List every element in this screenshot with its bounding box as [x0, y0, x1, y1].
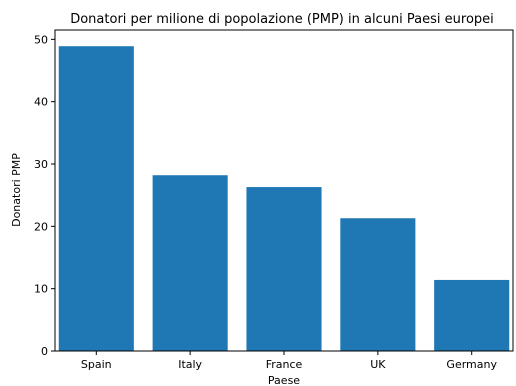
x-axis: Spain Italy France UK Germany	[81, 351, 497, 371]
y-tick-label: 10	[34, 283, 48, 296]
bar-italy	[152, 175, 228, 351]
plot-frame	[54, 29, 514, 352]
chart-title: Donatori per milione di popolazione (PMP…	[70, 12, 494, 27]
bars-group	[58, 46, 510, 352]
y-axis: 0 10 20 30 40 50	[34, 33, 55, 358]
bar-uk	[340, 218, 416, 351]
x-axis-label: Paese	[268, 374, 300, 386]
x-tick-label: France	[266, 358, 303, 371]
x-tick-label: Germany	[446, 358, 497, 371]
x-tick-label: UK	[370, 358, 386, 371]
bar-france	[246, 187, 322, 351]
y-axis-label: Donatori PMP	[10, 153, 23, 227]
y-tick-label: 50	[34, 33, 48, 46]
y-tick-label: 0	[41, 345, 48, 358]
x-tick-label: Italy	[178, 358, 202, 371]
y-tick-label: 30	[34, 158, 48, 171]
x-tick-label: Spain	[81, 358, 112, 371]
y-tick-label: 40	[34, 96, 48, 109]
bar-germany	[434, 279, 510, 351]
bar-spain	[58, 46, 134, 352]
y-tick-label: 20	[34, 220, 48, 233]
